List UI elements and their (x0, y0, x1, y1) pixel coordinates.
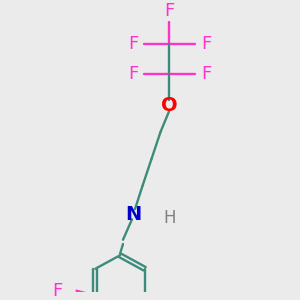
Text: F: F (201, 35, 211, 53)
Text: F: F (201, 65, 211, 83)
Text: O: O (161, 96, 178, 115)
Text: F: F (128, 65, 138, 83)
Text: F: F (164, 2, 175, 20)
Text: H: H (164, 209, 176, 227)
Text: F: F (53, 282, 63, 300)
Text: F: F (128, 35, 138, 53)
Text: N: N (125, 205, 142, 224)
